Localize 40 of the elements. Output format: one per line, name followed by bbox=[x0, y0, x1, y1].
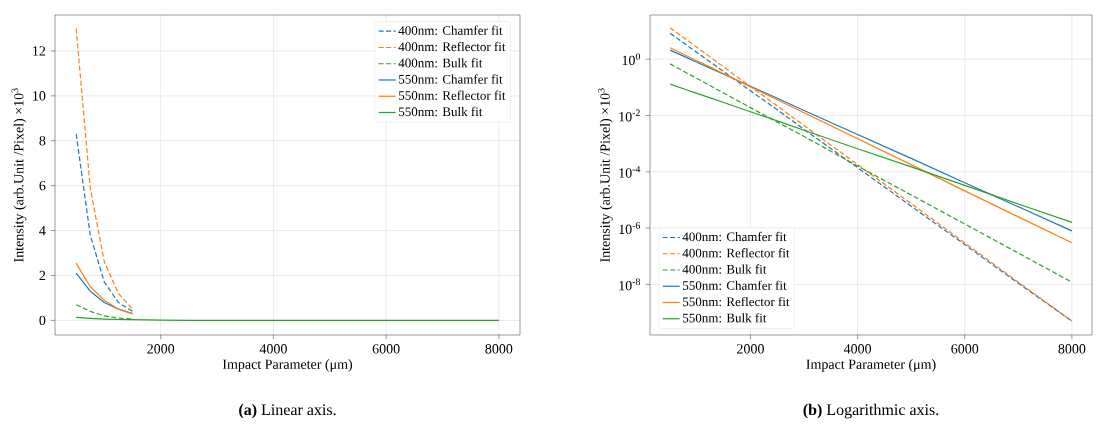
y-tick-label: 2 bbox=[39, 270, 46, 281]
x-tick-label: 2000 bbox=[147, 344, 175, 354]
x-tick-label: 6000 bbox=[951, 344, 979, 354]
y-tick-label: 12 bbox=[33, 46, 46, 56]
y-tick-label: 10$^{-2}$ bbox=[619, 109, 640, 122]
y-tick-label: 8 bbox=[39, 136, 46, 146]
y-tick-label: 4 bbox=[39, 225, 46, 236]
text: (b) Logarithmic axis. bbox=[803, 403, 939, 419]
legend-label: 400nm: Bulk fit bbox=[398, 58, 483, 68]
legend-label: 550nm: Chamfer fit bbox=[683, 280, 787, 290]
legend-label: 550nm: Reflector fit bbox=[399, 90, 506, 100]
y-tick-label: 10$^{-6}$ bbox=[619, 222, 641, 235]
legend-label: 550nm: Bulk fit bbox=[683, 313, 767, 323]
x-tick-label: 2000 bbox=[737, 344, 764, 354]
legend-label: 400nm: Reflector fit bbox=[682, 248, 790, 258]
x-axis-title: Impact Parameter (μm) bbox=[222, 359, 353, 372]
line-series bbox=[75, 262, 134, 315]
line-series bbox=[75, 27, 134, 310]
y-axis-title: Intensity (arb.Unit /Pixel) ×10$^{3}$ bbox=[597, 88, 613, 263]
x-tick-label: 6000 bbox=[372, 344, 400, 354]
legend-label: 400nm: Chamfer fit bbox=[682, 231, 787, 242]
x-tick-label: 4000 bbox=[259, 344, 287, 354]
y-tick-label: 0 bbox=[39, 315, 46, 326]
x-tick-label: 8000 bbox=[485, 344, 513, 354]
legend-label: 550nm: Bulk fit bbox=[399, 106, 483, 117]
text: (a) Linear axis. bbox=[239, 403, 336, 419]
y-tick-label: 10$^{-8}$ bbox=[619, 278, 640, 291]
y-tick-label: 10$^{0}$ bbox=[622, 53, 640, 66]
legend-label: 400nm: Chamfer fit bbox=[398, 25, 503, 35]
y-axis-title: Intensity (arb.Unit /Pixel) ×10$^{3}$ bbox=[11, 88, 27, 263]
y-tick-label: 6 bbox=[39, 180, 46, 191]
y-tick-label: 10$^{-4}$ bbox=[619, 165, 641, 178]
x-tick-label: 4000 bbox=[843, 344, 872, 354]
legend-label: 400nm: Reflector fit bbox=[398, 41, 506, 52]
legend-label: 400nm: Bulk fit bbox=[682, 264, 767, 274]
legend-label: 550nm: Chamfer fit bbox=[399, 74, 503, 84]
x-axis-title: Impact Parameter (μm) bbox=[806, 359, 936, 372]
legend-label: 550nm: Reflector fit bbox=[683, 296, 790, 307]
y-tick-label: 10 bbox=[33, 91, 46, 101]
x-tick-label: 8000 bbox=[1058, 344, 1086, 354]
